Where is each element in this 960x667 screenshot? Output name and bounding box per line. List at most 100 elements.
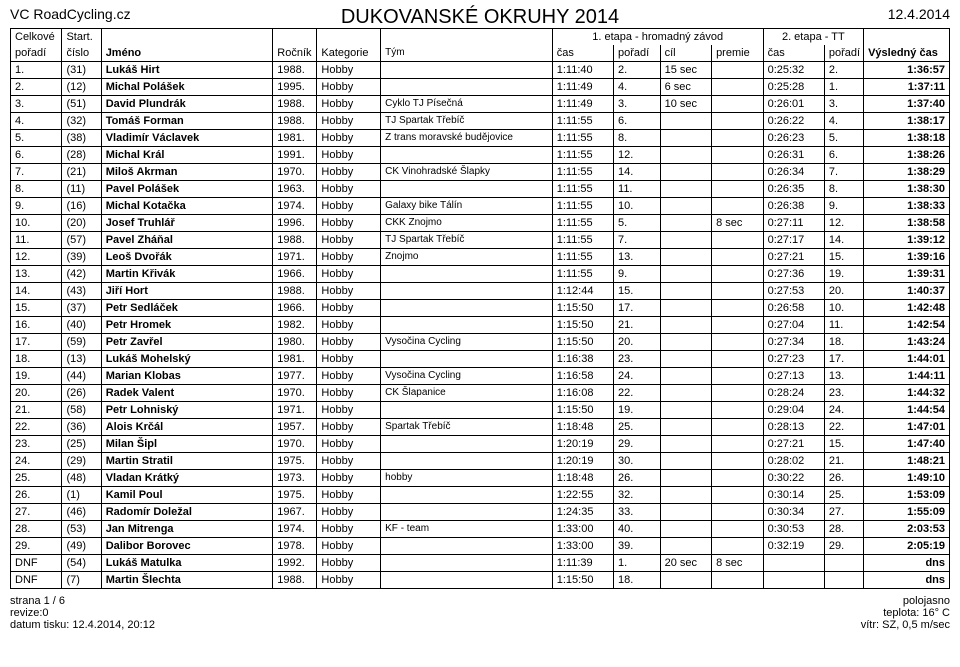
col-rank: pořadí <box>11 45 62 62</box>
cell-team <box>381 79 553 96</box>
table-row: 16.(40)Petr Hromek1982.Hobby1:15:5021.0:… <box>11 317 950 334</box>
cell-cat: Hobby <box>317 249 381 266</box>
cell-s1t: 1:18:48 <box>552 470 613 487</box>
cell-num: (39) <box>62 249 101 266</box>
cell-rank: 9. <box>11 198 62 215</box>
cell-year: 1988. <box>273 572 317 589</box>
cell-rank: 15. <box>11 300 62 317</box>
cell-s1r: 32. <box>614 487 661 504</box>
cell-s2r: 17. <box>824 351 863 368</box>
cell-rank: 14. <box>11 283 62 300</box>
table-row: 4.(32)Tomáš Forman1988.HobbyTJ Spartak T… <box>11 113 950 130</box>
cell-team: KF - team <box>381 521 553 538</box>
cell-rank: 23. <box>11 436 62 453</box>
cell-rank: 25. <box>11 470 62 487</box>
cell-final: 1:44:01 <box>864 351 950 368</box>
cell-s2r <box>824 572 863 589</box>
cell-year: 1966. <box>273 300 317 317</box>
cell-cat: Hobby <box>317 453 381 470</box>
table-row: 11.(57)Pavel Zháňal1988.HobbyTJ Spartak … <box>11 232 950 249</box>
cell-goal <box>660 317 711 334</box>
col-s1rank: pořadí <box>614 45 661 62</box>
cell-name: Dalibor Borovec <box>101 538 273 555</box>
cell-s1t: 1:24:35 <box>552 504 613 521</box>
cell-prem <box>712 266 764 283</box>
cell-cat: Hobby <box>317 317 381 334</box>
cell-team: TJ Spartak Třebíč <box>381 232 553 249</box>
cell-goal <box>660 402 711 419</box>
cell-num: (54) <box>62 555 101 572</box>
cell-year: 1988. <box>273 232 317 249</box>
cell-rank: 20. <box>11 385 62 402</box>
cell-goal <box>660 351 711 368</box>
cell-year: 1977. <box>273 368 317 385</box>
cell-num: (44) <box>62 368 101 385</box>
cell-num: (38) <box>62 130 101 147</box>
cell-s2r: 3. <box>824 96 863 113</box>
col-cat: Kategorie <box>317 45 381 62</box>
cell-name: Martin Stratil <box>101 453 273 470</box>
table-row: 10.(20)Josef Truhlář1996.HobbyCKK Znojmo… <box>11 215 950 232</box>
table-row: 22.(36)Alois Krčál1957.HobbySpartak Třeb… <box>11 419 950 436</box>
table-row: 3.(51)David Plundrák1988.HobbyCyklo TJ P… <box>11 96 950 113</box>
cell-name: Pavel Polášek <box>101 181 273 198</box>
cell-name: Miloš Akrman <box>101 164 273 181</box>
title-bar: VC RoadCycling.cz DUKOVANSKÉ OKRUHY 2014… <box>10 6 950 28</box>
col-final: Výsledný čas <box>864 45 950 62</box>
cell-num: (58) <box>62 402 101 419</box>
cell-s2t: 0:27:36 <box>763 266 824 283</box>
cell-s2r: 6. <box>824 147 863 164</box>
cell-name: Michal Polášek <box>101 79 273 96</box>
cell-year: 1971. <box>273 402 317 419</box>
cell-s1t: 1:11:55 <box>552 164 613 181</box>
cell-rank: 18. <box>11 351 62 368</box>
cell-name: Leoš Dvořák <box>101 249 273 266</box>
cell-s1r: 22. <box>614 385 661 402</box>
cell-goal <box>660 215 711 232</box>
cell-cat: Hobby <box>317 79 381 96</box>
cell-num: (7) <box>62 572 101 589</box>
cell-team: Spartak Třebíč <box>381 419 553 436</box>
cell-rank: 12. <box>11 249 62 266</box>
cell-prem <box>712 130 764 147</box>
cell-year: 1967. <box>273 504 317 521</box>
cell-final: 1:44:32 <box>864 385 950 402</box>
cell-name: Michal Kotačka <box>101 198 273 215</box>
cell-prem <box>712 470 764 487</box>
cell-final: 1:40:37 <box>864 283 950 300</box>
cell-rank: 22. <box>11 419 62 436</box>
cell-goal <box>660 283 711 300</box>
cell-prem <box>712 385 764 402</box>
cell-goal: 15 sec <box>660 62 711 79</box>
col-premie: premie <box>712 45 764 62</box>
cell-num: (46) <box>62 504 101 521</box>
table-row: 7.(21)Miloš Akrman1970.HobbyCK Vinohrads… <box>11 164 950 181</box>
col-year: Ročník <box>273 45 317 62</box>
cell-num: (29) <box>62 453 101 470</box>
cell-final: 1:44:54 <box>864 402 950 419</box>
col-start-top: Start. <box>62 29 101 46</box>
cell-s1r: 24. <box>614 368 661 385</box>
cell-s1r: 9. <box>614 266 661 283</box>
cell-final: 1:38:29 <box>864 164 950 181</box>
cell-team: CKK Znojmo <box>381 215 553 232</box>
cell-num: (59) <box>62 334 101 351</box>
cell-year: 1970. <box>273 385 317 402</box>
table-row: 23.(25)Milan Šipl1970.Hobby1:20:1929.0:2… <box>11 436 950 453</box>
cell-rank: 29. <box>11 538 62 555</box>
cell-s1t: 1:11:55 <box>552 113 613 130</box>
cell-s1t: 1:15:50 <box>552 402 613 419</box>
cell-s2t: 0:25:28 <box>763 79 824 96</box>
cell-prem <box>712 538 764 555</box>
col-goal: cíl <box>660 45 711 62</box>
cell-s2r: 20. <box>824 283 863 300</box>
cell-final: 1:47:01 <box>864 419 950 436</box>
cell-team: CK Šlapanice <box>381 385 553 402</box>
cell-year: 1978. <box>273 538 317 555</box>
cell-name: Alois Krčál <box>101 419 273 436</box>
cell-prem <box>712 572 764 589</box>
footer: strana 1 / 6 revize:0 datum tisku: 12.4.… <box>10 595 950 631</box>
cell-s1r: 29. <box>614 436 661 453</box>
cell-prem: 8 sec <box>712 215 764 232</box>
cell-cat: Hobby <box>317 96 381 113</box>
